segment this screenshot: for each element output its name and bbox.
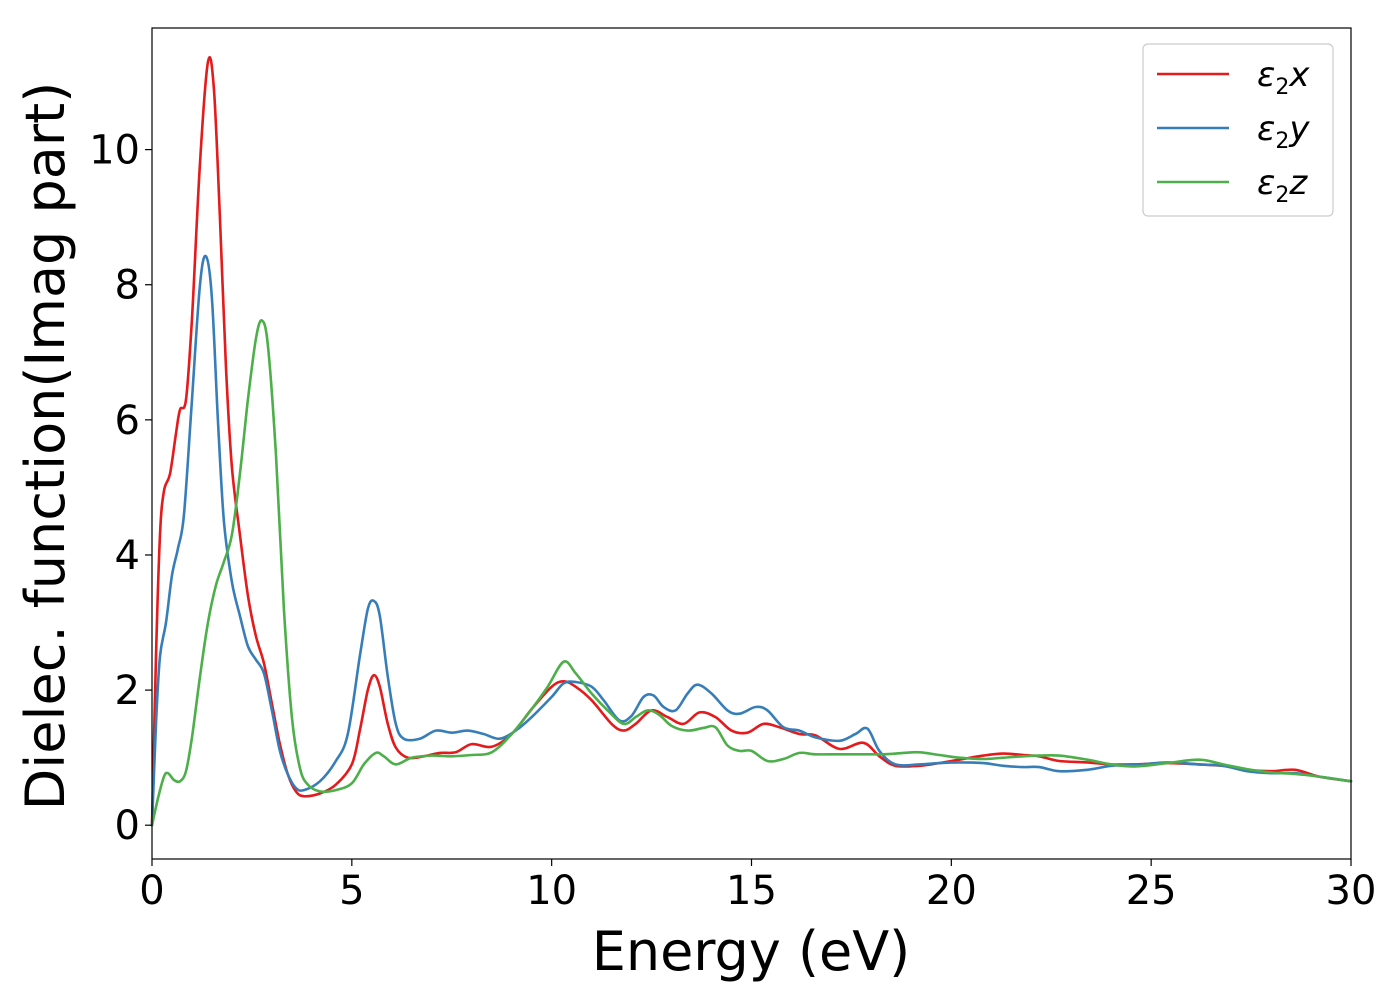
- series-line-z: [150, 319, 1353, 827]
- x-tick-label: 15: [726, 868, 777, 914]
- x-tick-label: 30: [1326, 868, 1377, 914]
- y-axis-ticks: 0 2 4 6 8 10: [89, 128, 152, 849]
- y-tick-label: 2: [115, 668, 140, 714]
- x-tick-label: 5: [339, 868, 364, 914]
- y-axis-label: Dielec. function(Imag part): [14, 82, 77, 811]
- x-tick-label: 25: [1126, 868, 1177, 914]
- x-axis-ticks: 0 5 10 15 20 25 30: [139, 859, 1376, 914]
- y-tick-label: 0: [115, 803, 140, 849]
- y-tick-label: 8: [115, 263, 140, 309]
- series-line-y: [150, 254, 1353, 827]
- y-tick-label: 6: [115, 398, 140, 444]
- legend-label-y: ε2y: [1257, 109, 1310, 154]
- legend-label-x: ε2x: [1257, 55, 1310, 100]
- y-tick-label: 10: [89, 128, 140, 174]
- legend-frame: [1142, 43, 1334, 217]
- x-tick-label: 20: [926, 868, 977, 914]
- series-layer: [150, 55, 1353, 827]
- legend: ε2x ε2y ε2z: [1142, 43, 1334, 217]
- legend-label-z: ε2z: [1257, 163, 1308, 208]
- x-tick-label: 0: [139, 868, 164, 914]
- x-axis-label: Energy (eV): [592, 920, 911, 983]
- x-tick-label: 10: [526, 868, 577, 914]
- y-tick-label: 4: [115, 533, 140, 579]
